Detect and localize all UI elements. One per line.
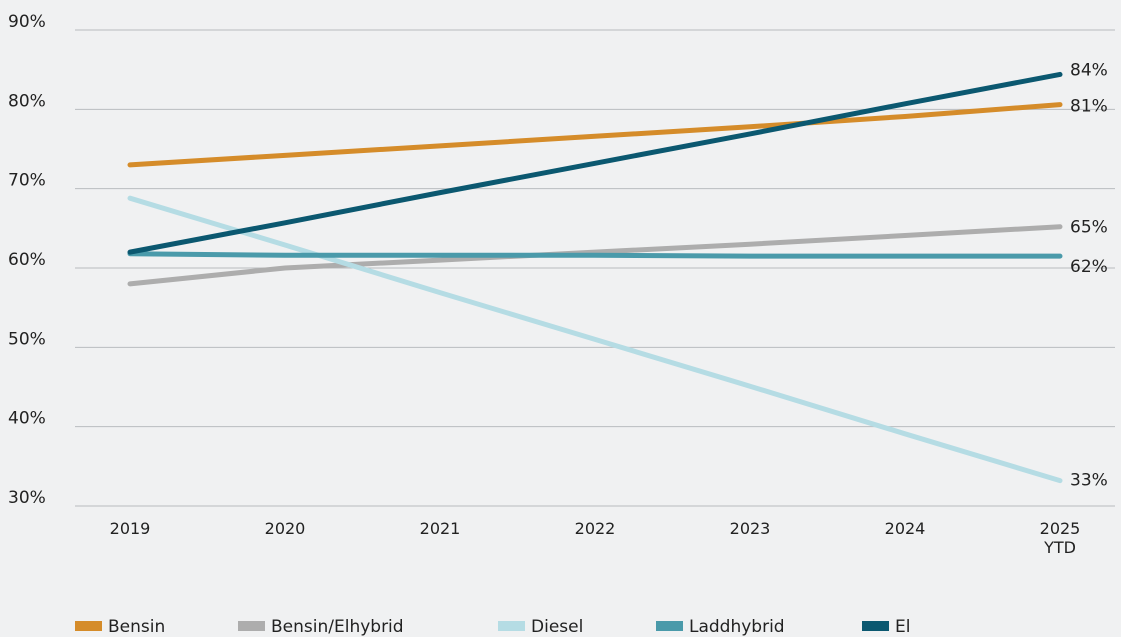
x-tick-label: 2020 [264, 519, 306, 538]
x-tick-label: 2024 [884, 519, 926, 538]
x-tick-label: 2022 [574, 519, 616, 538]
x-tick-label: 2025 YTD [1039, 519, 1081, 557]
legend-label: El [895, 617, 910, 637]
y-tick-label: 90% [8, 12, 46, 32]
line [127, 102, 1063, 168]
y-tick-label: 80% [8, 91, 46, 111]
legend-label: Bensin [108, 617, 165, 637]
line [127, 224, 1063, 287]
legend-label: Laddhybrid [689, 617, 785, 637]
y-tick-label: 50% [8, 329, 46, 349]
data-label: 65% [1070, 218, 1108, 238]
line [127, 71, 1063, 255]
legend-swatch [238, 621, 265, 631]
y-tick-label: 60% [8, 250, 46, 270]
y-tick-label: 70% [8, 171, 46, 191]
legend-swatch [498, 621, 525, 631]
y-tick-label: 30% [8, 488, 46, 508]
data-label: 84% [1070, 60, 1108, 80]
data-label: 81% [1070, 97, 1108, 117]
line [127, 251, 1063, 259]
x-tick-label: 2019 [109, 519, 151, 538]
y-tick-label: 40% [8, 409, 46, 429]
legend-swatch [75, 621, 102, 631]
legend-swatch [862, 621, 889, 631]
data-label: 33% [1070, 471, 1108, 491]
x-tick-label: 2023 [729, 519, 771, 538]
x-tick-label: 2021 [419, 519, 461, 538]
legend-label: Bensin/Elhybrid [271, 617, 404, 637]
legend-swatch [656, 621, 683, 631]
data-label: 62% [1070, 257, 1108, 277]
legend-label: Diesel [531, 617, 583, 637]
line [127, 195, 1063, 484]
